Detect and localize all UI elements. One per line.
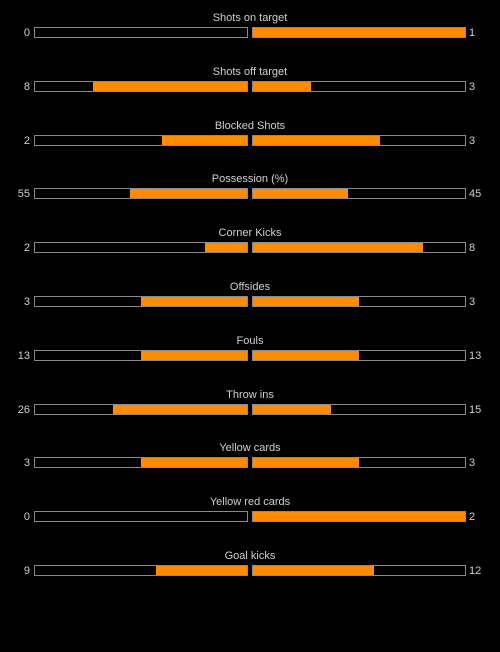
home-value: 55 (17, 188, 30, 201)
stat-label: Yellow red cards (209, 496, 291, 509)
stat-label: Possession (%) (211, 173, 289, 186)
home-value: 8 (23, 80, 30, 93)
stat-row: Throw ins 26 15 (0, 388, 500, 442)
away-bar-fill (253, 565, 375, 575)
home-value: 0 (23, 511, 30, 524)
stat-row: Corner Kicks 2 8 (0, 226, 500, 280)
stat-row: Fouls 13 13 (0, 334, 500, 388)
away-value: 1 (469, 27, 476, 39)
home-value: 0 (23, 27, 30, 39)
stat-row: Shots on target 0 1 (0, 11, 500, 65)
home-bar (34, 242, 248, 254)
stat-row: Shots off target 8 3 (0, 65, 500, 119)
away-bar (252, 188, 466, 200)
away-bar (252, 349, 466, 361)
away-bar-fill (253, 243, 423, 253)
stat-label: Throw ins (226, 388, 274, 401)
away-bar-fill (253, 81, 311, 91)
away-value: 3 (469, 457, 476, 470)
away-bar (252, 80, 466, 92)
away-value: 3 (469, 80, 476, 93)
away-bar (252, 457, 466, 469)
home-bar-fill (112, 404, 247, 414)
stat-row: Possession (%) 55 45 (0, 172, 500, 226)
away-value: 8 (469, 242, 476, 255)
home-bar (34, 511, 248, 523)
home-bar (34, 27, 248, 38)
away-bar (252, 564, 466, 576)
home-bar (34, 403, 248, 415)
stat-label: Shots on target (212, 12, 288, 24)
away-value: 13 (469, 349, 482, 362)
home-bar (34, 80, 248, 92)
home-value: 9 (23, 564, 30, 577)
away-value: 12 (469, 564, 482, 577)
away-bar-fill (253, 296, 359, 306)
home-bar-fill (141, 458, 247, 468)
stat-row: Blocked Shots 2 3 (0, 119, 500, 173)
home-bar-fill (141, 296, 247, 306)
home-bar-fill (162, 135, 247, 145)
away-value: 2 (469, 511, 476, 524)
away-value: 3 (469, 134, 476, 147)
stat-row: Goal kicks 9 12 (0, 549, 500, 603)
stat-label: Blocked Shots (214, 119, 286, 132)
home-bar (34, 349, 248, 361)
home-bar-fill (92, 81, 247, 91)
stat-label: Offsides (229, 280, 271, 293)
away-bar-fill (253, 350, 359, 360)
home-bar-fill (130, 189, 247, 199)
stat-label: Fouls (236, 334, 264, 347)
away-bar (252, 403, 466, 415)
home-value: 13 (17, 349, 30, 362)
away-bar-fill (253, 404, 331, 414)
away-bar (252, 134, 466, 146)
away-bar-fill (253, 458, 359, 468)
home-value: 2 (23, 242, 30, 255)
home-bar (34, 457, 248, 469)
match-stats-panel: Shots on target 0 1 Shots off target 8 3 Block… (0, 11, 500, 603)
away-bar-fill (253, 135, 381, 145)
stat-label: Shots off target (212, 65, 288, 78)
stat-row: Offsides 3 3 (0, 280, 500, 334)
home-bar (34, 295, 248, 307)
away-bar (252, 295, 466, 307)
away-bar-fill (253, 189, 349, 199)
home-bar-fill (204, 243, 247, 253)
away-value: 15 (469, 403, 482, 416)
stat-row: Yellow red cards 0 2 (0, 495, 500, 549)
away-bar (252, 511, 466, 523)
home-value: 26 (17, 403, 30, 416)
stat-label: Goal kicks (224, 549, 276, 562)
stat-row: Yellow cards 3 3 (0, 441, 500, 495)
away-bar-fill (253, 28, 465, 37)
home-bar-fill (141, 350, 247, 360)
home-value: 2 (23, 134, 30, 147)
away-value: 45 (469, 188, 482, 201)
home-bar (34, 134, 248, 146)
stat-label: Yellow cards (219, 442, 281, 455)
away-value: 3 (469, 295, 476, 308)
home-bar (34, 188, 248, 200)
home-bar (34, 564, 248, 576)
away-bar-fill (253, 512, 465, 522)
away-bar (252, 242, 466, 254)
home-bar-fill (156, 565, 247, 575)
away-bar (252, 27, 466, 38)
home-value: 3 (23, 457, 30, 470)
stat-label: Corner Kicks (218, 227, 282, 240)
home-value: 3 (23, 295, 30, 308)
